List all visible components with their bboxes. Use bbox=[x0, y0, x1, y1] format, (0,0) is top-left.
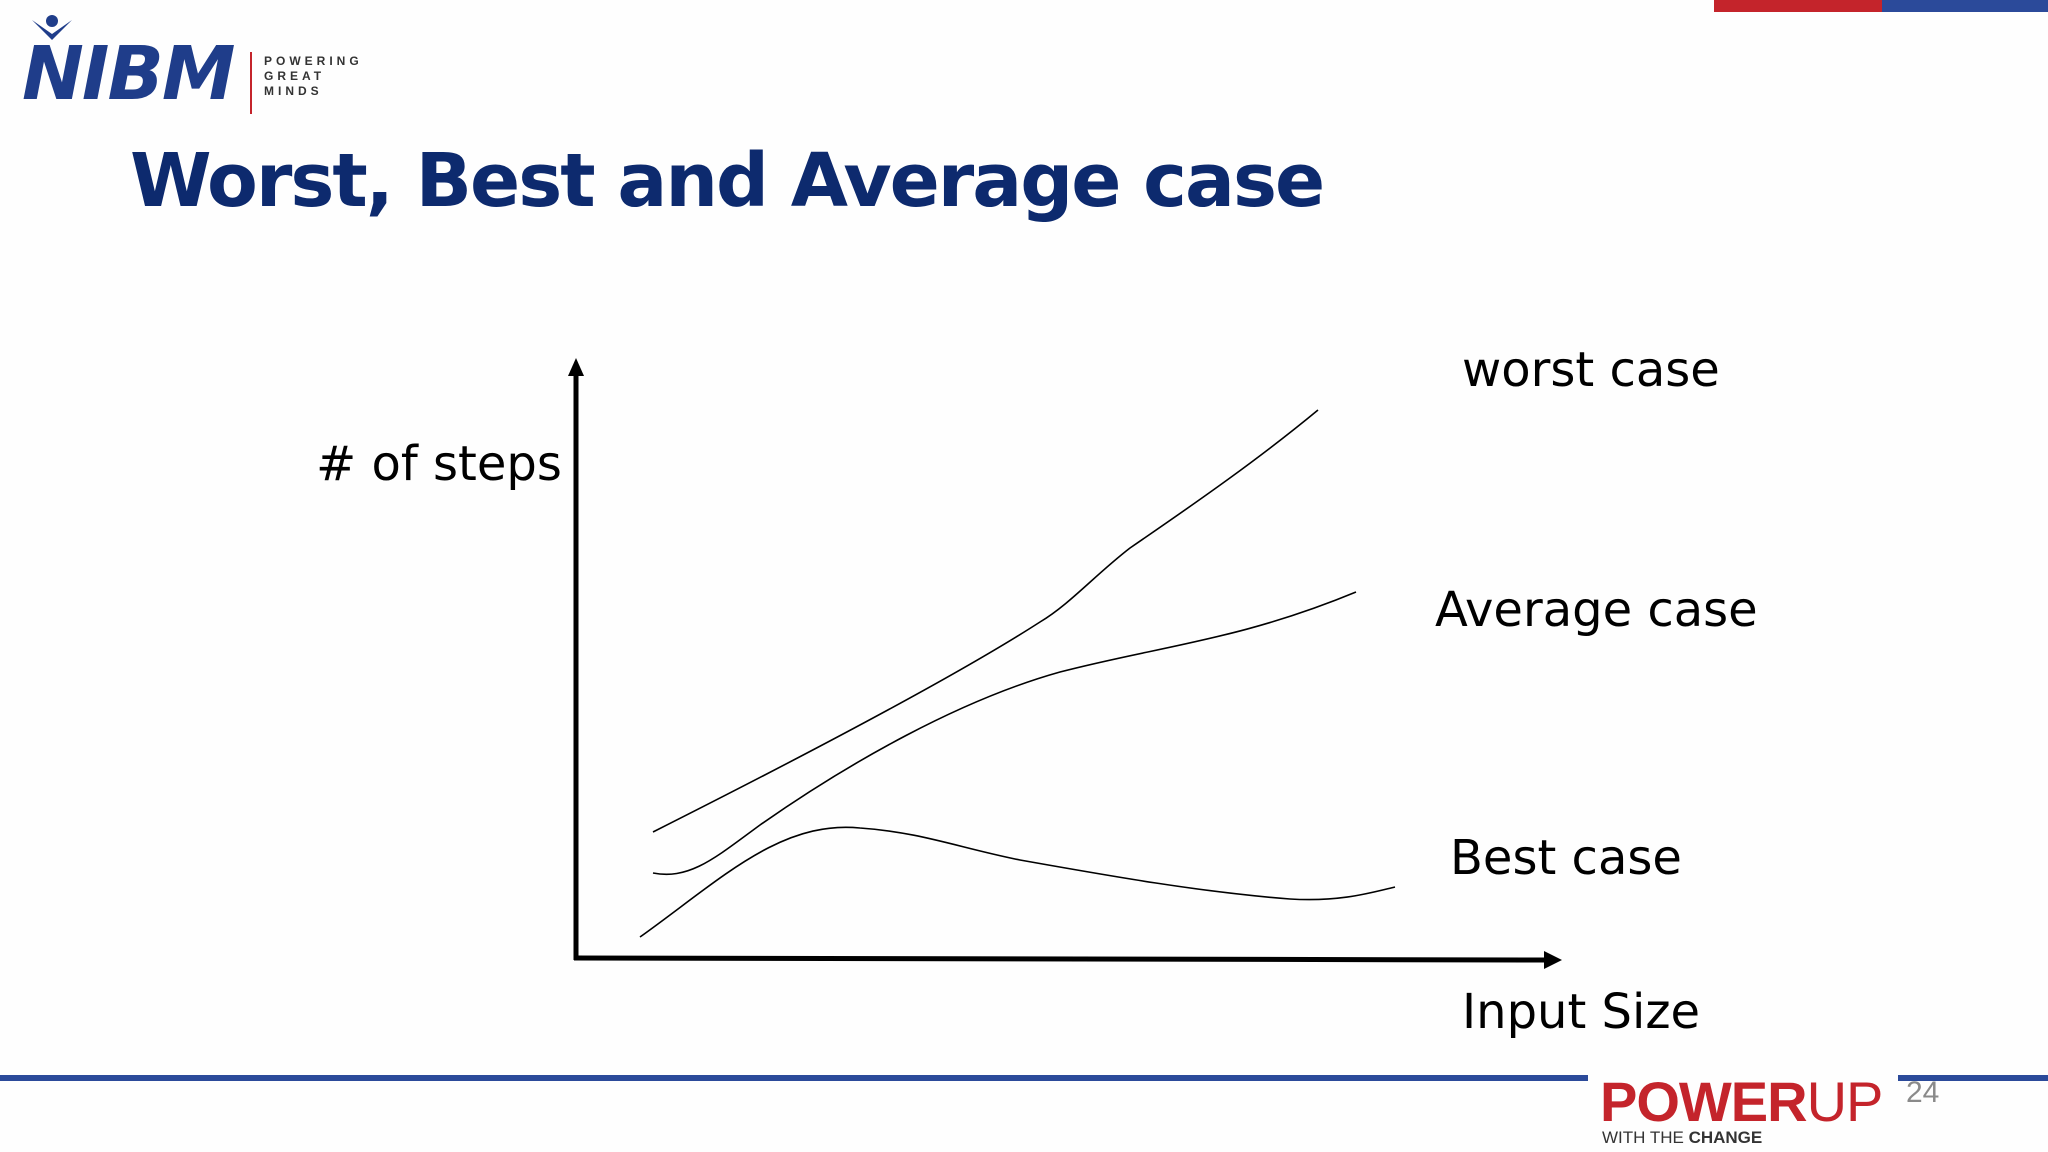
logo-wordmark: NIBM bbox=[22, 31, 236, 117]
nibm-logo: NIBM POWERING GREAT MINDS bbox=[22, 12, 372, 117]
y-axis-label: # of steps bbox=[316, 436, 562, 492]
x-axis-arrow-icon bbox=[1544, 951, 1562, 969]
footer-rule bbox=[0, 1075, 2048, 1081]
slide-title: Worst, Best and Average case bbox=[130, 138, 1325, 224]
powerup-wordmark: POWERUP bbox=[1600, 1070, 1884, 1133]
best-case-curve bbox=[639, 826, 1396, 938]
powerup-strong-text: POWER bbox=[1600, 1070, 1808, 1133]
logo-tagline: POWERING GREAT MINDS bbox=[264, 54, 363, 99]
powerup-sub-prefix: WITH THE bbox=[1602, 1128, 1689, 1147]
powerup-sub-bold: CHANGE bbox=[1688, 1128, 1763, 1147]
average-case-curve bbox=[652, 591, 1357, 875]
worst-case-curve bbox=[652, 409, 1319, 833]
x-axis bbox=[573, 955, 1546, 963]
tagline-line: GREAT bbox=[264, 69, 326, 83]
best-case-label: Best case bbox=[1450, 830, 1682, 886]
tagline-line: POWERING bbox=[264, 54, 363, 68]
logo-figure-icon bbox=[32, 15, 72, 40]
top-accent-blue-bar bbox=[1882, 0, 2048, 12]
average-case-label: Average case bbox=[1435, 582, 1758, 638]
logo-divider bbox=[250, 52, 252, 114]
powerup-logo: POWERUP WITH THE CHANGE bbox=[1588, 1068, 1898, 1152]
powerup-subtitle: WITH THE CHANGE bbox=[1602, 1128, 1762, 1148]
x-axis-label: Input Size bbox=[1462, 984, 1700, 1040]
y-axis-arrow-icon bbox=[568, 358, 584, 376]
worst-case-label: worst case bbox=[1462, 342, 1720, 398]
tagline-line: MINDS bbox=[264, 84, 323, 98]
powerup-light-text: UP bbox=[1806, 1070, 1884, 1133]
page-number: 24 bbox=[1906, 1076, 1940, 1109]
top-accent-red-bar bbox=[1714, 0, 1882, 12]
